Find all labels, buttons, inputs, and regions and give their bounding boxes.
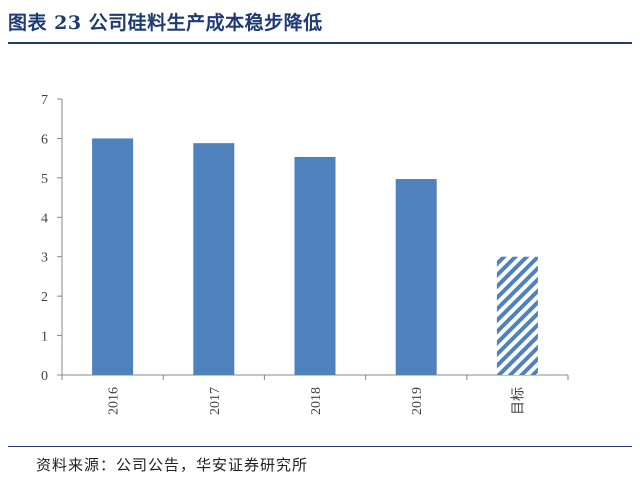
x-tick-label: 目标 [510, 387, 526, 415]
source-divider [8, 446, 632, 447]
y-tick-label: 2 [41, 290, 48, 305]
x-tick-label: 2016 [107, 387, 122, 415]
y-tick-label: 4 [41, 211, 48, 226]
source-note: 资料来源：公司公告，华安证券研究所 [36, 456, 309, 474]
y-tick-label: 3 [41, 251, 48, 266]
title-divider [8, 42, 632, 44]
figure-title: 图表 23 公司硅料生产成本稳步降低 [8, 12, 323, 34]
y-tick-label: 5 [41, 172, 48, 187]
bar-chart: 0 1 2 3 4 5 6 7 2016 2017 2018 2019 目标 [41, 93, 569, 415]
x-tick-label: 2017 [208, 387, 223, 415]
bar-2018 [294, 156, 336, 375]
x-tick-label: 2019 [410, 387, 425, 415]
bar-2017 [193, 143, 235, 375]
y-tick-label: 7 [41, 93, 48, 108]
bar-目标 [496, 256, 538, 375]
bar-2016 [92, 138, 134, 375]
y-tick-label: 0 [41, 369, 48, 384]
x-tick-label: 2018 [309, 387, 324, 415]
bar-2019 [395, 179, 437, 375]
y-tick-label: 1 [41, 330, 48, 345]
y-tick-label: 6 [41, 132, 48, 147]
